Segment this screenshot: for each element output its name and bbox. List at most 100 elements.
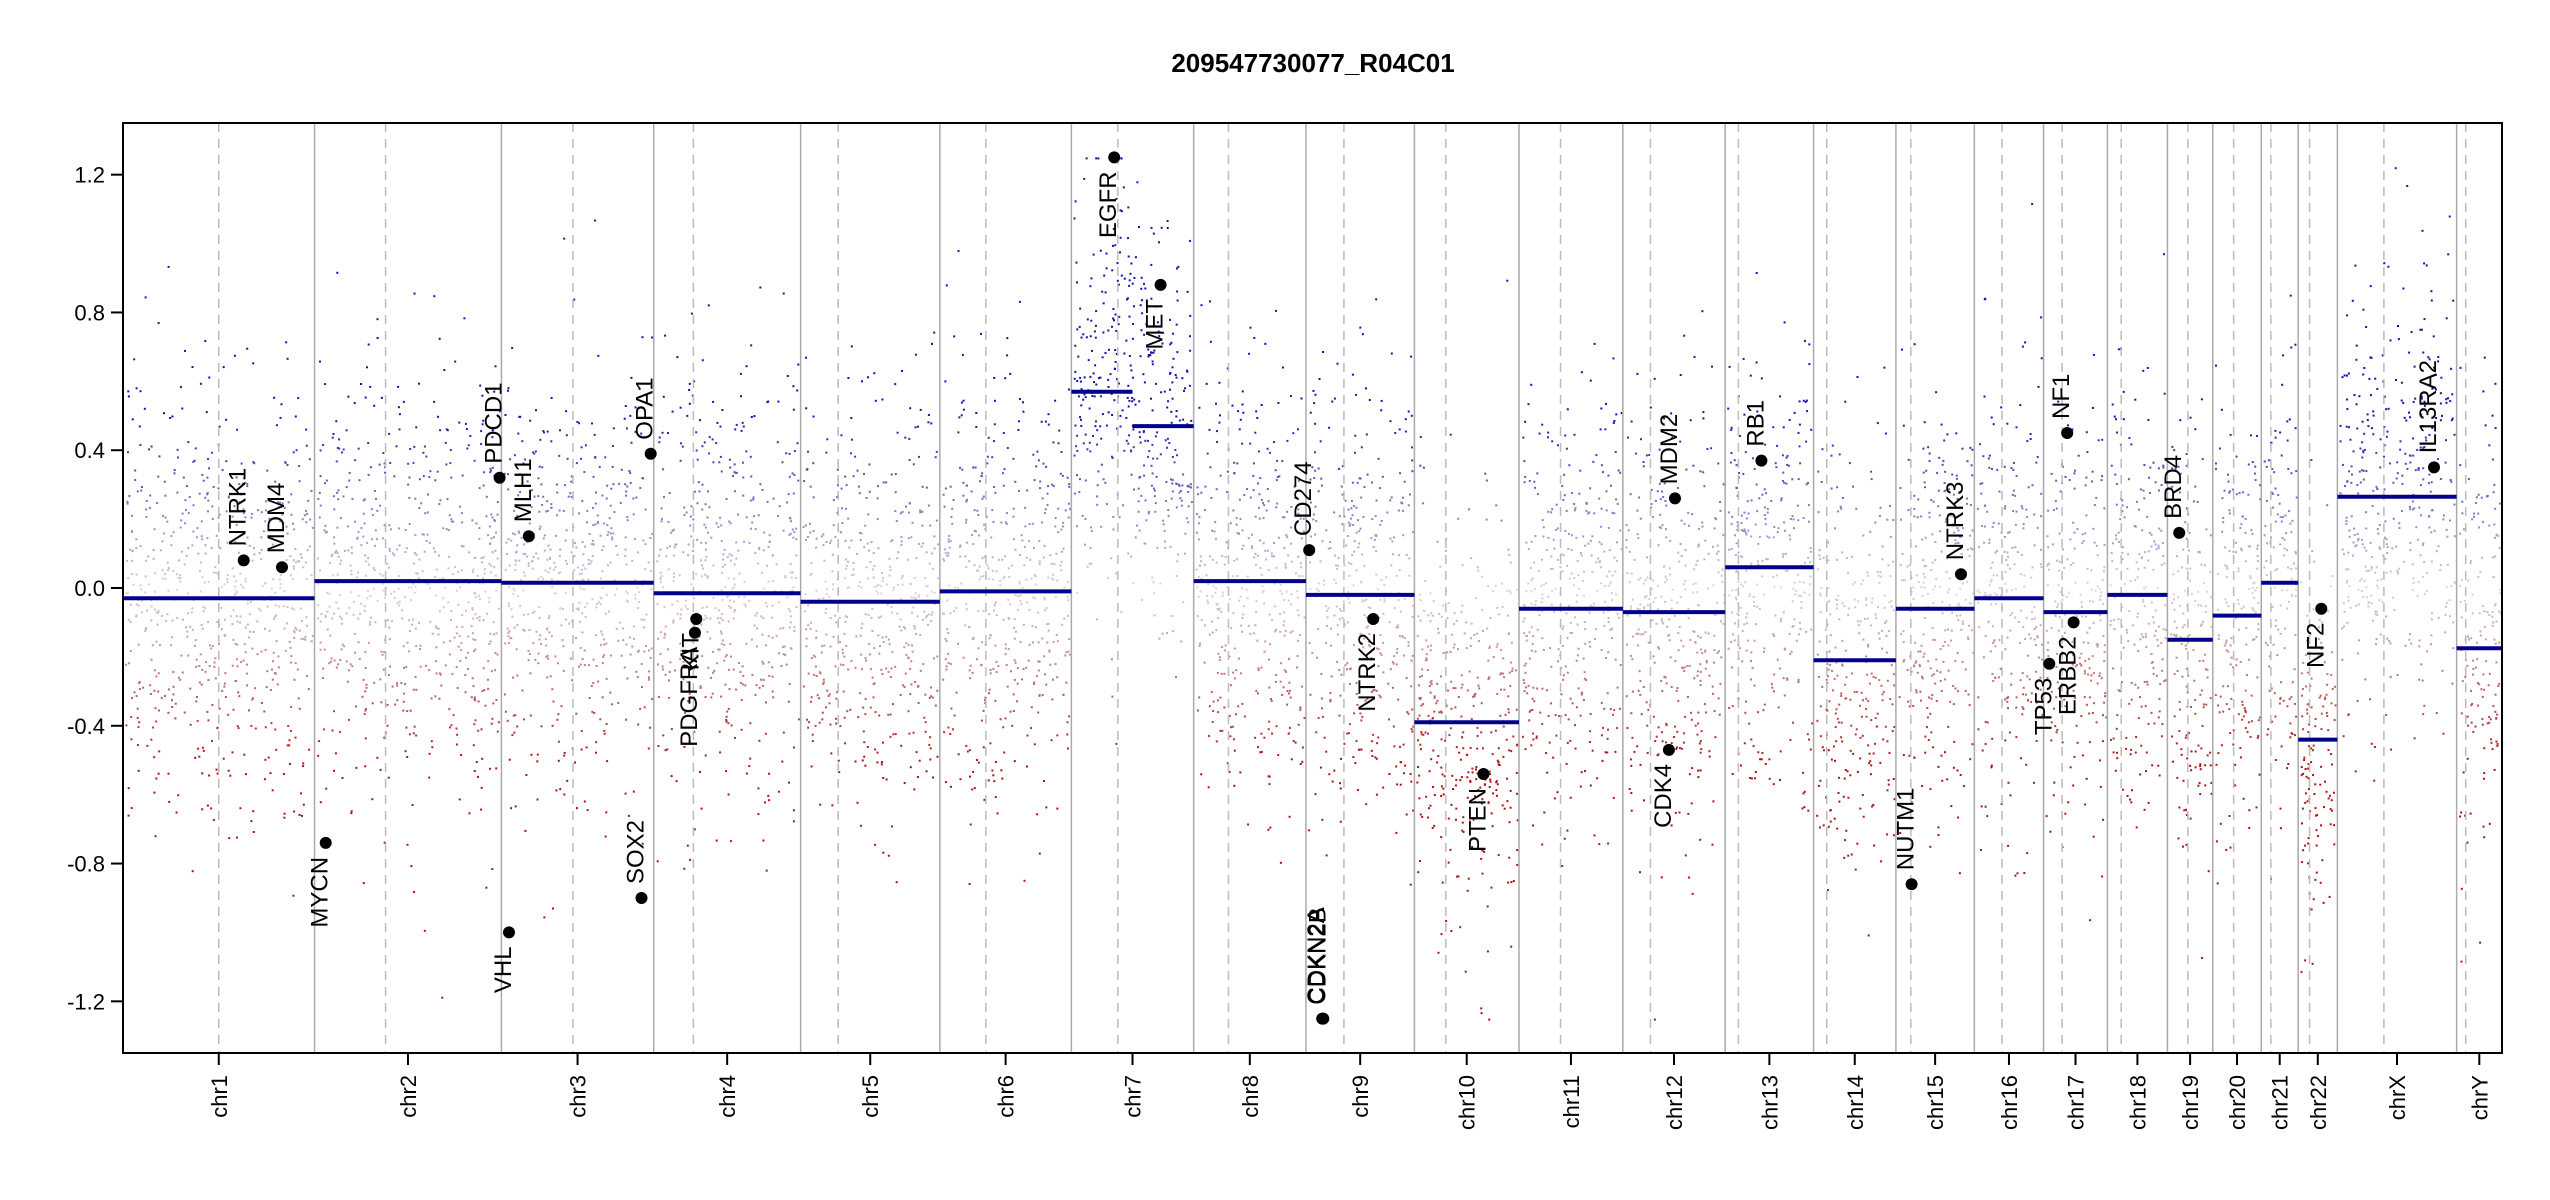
probe-point (251, 647, 254, 650)
probe-point (1317, 717, 1320, 719)
probe-point (903, 782, 906, 785)
probe-point (1605, 509, 1608, 512)
probe-point (1136, 524, 1138, 527)
probe-point (1376, 742, 1379, 745)
probe-point (324, 482, 326, 485)
probe-point (187, 441, 190, 444)
probe-point (1375, 793, 1378, 796)
probe-point (1365, 803, 1368, 806)
probe-point (1284, 565, 1287, 568)
probe-point (1093, 381, 1095, 384)
probe-point (1343, 564, 1346, 567)
probe-point (989, 668, 992, 671)
probe-point (1382, 671, 1385, 674)
probe-point (573, 569, 576, 572)
probe-point (835, 621, 838, 624)
probe-point (592, 506, 594, 509)
probe-point (450, 618, 452, 621)
probe-point (1127, 237, 1129, 240)
probe-point (1383, 583, 1386, 586)
probe-point (1043, 780, 1046, 782)
probe-point (184, 522, 187, 525)
probe-point (866, 746, 869, 748)
probe-point (488, 562, 491, 565)
probe-point (172, 569, 175, 572)
probe-point (768, 540, 771, 543)
probe-point (988, 637, 991, 640)
probe-point (1335, 582, 1338, 585)
probe-point (545, 655, 548, 658)
probe-point (549, 567, 552, 570)
probe-point (1076, 449, 1079, 452)
probe-point (1395, 831, 1398, 834)
probe-point (844, 539, 847, 542)
probe-point (1511, 667, 1514, 670)
probe-point (161, 577, 164, 580)
probe-point (546, 558, 549, 561)
probe-point (490, 537, 493, 540)
probe-point (468, 551, 471, 554)
probe-point (1242, 544, 1245, 547)
probe-point (609, 532, 612, 535)
probe-point (771, 616, 774, 619)
probe-point (485, 495, 488, 498)
probe-point (900, 540, 903, 543)
probe-point (210, 647, 213, 650)
probe-point (1523, 617, 1526, 620)
probe-point (418, 558, 421, 561)
probe-point (354, 520, 357, 523)
probe-point (619, 621, 622, 624)
probe-point (734, 471, 737, 474)
probe-point (539, 575, 542, 578)
probe-point (1237, 532, 1240, 535)
probe-point (240, 462, 243, 465)
probe-point (888, 643, 891, 646)
probe-point (676, 600, 679, 603)
probe-point (900, 536, 903, 539)
probe-point (885, 778, 888, 781)
probe-point (993, 440, 995, 443)
probe-point (480, 443, 483, 445)
probe-point (460, 569, 463, 572)
probe-point (496, 501, 499, 503)
probe-point (872, 552, 875, 555)
probe-point (614, 593, 617, 596)
probe-point (1025, 578, 1028, 581)
probe-point (905, 505, 907, 508)
probe-point (302, 566, 305, 569)
probe-point (665, 555, 668, 558)
probe-point (1254, 736, 1257, 739)
probe-point (508, 630, 511, 633)
probe-point (1160, 391, 1163, 394)
probe-point (1283, 620, 1286, 623)
probe-point (1125, 439, 1128, 442)
probe-point (865, 659, 867, 662)
probe-point (911, 644, 913, 647)
probe-point (1099, 425, 1102, 428)
probe-point (659, 653, 662, 656)
probe-point (1603, 585, 1606, 587)
probe-point (1221, 555, 1224, 558)
probe-point (1392, 536, 1395, 539)
probe-point (236, 620, 239, 623)
probe-point (1416, 781, 1419, 784)
probe-point (354, 651, 356, 654)
probe-point (283, 590, 286, 593)
probe-point (1421, 668, 1424, 671)
probe-point (1004, 717, 1007, 720)
probe-point (1329, 644, 1332, 647)
probe-point (1014, 594, 1017, 596)
probe-point (962, 481, 965, 484)
probe-point (926, 585, 929, 587)
probe-point (517, 494, 520, 497)
probe-point (1182, 473, 1185, 476)
probe-point (250, 820, 253, 823)
probe-point (494, 574, 497, 577)
probe-point (153, 756, 156, 759)
probe-point (1598, 497, 1601, 500)
probe-point (1352, 524, 1355, 526)
probe-point (422, 475, 425, 478)
probe-point (1231, 575, 1234, 578)
probe-point (1436, 761, 1439, 764)
probe-point (965, 484, 968, 487)
